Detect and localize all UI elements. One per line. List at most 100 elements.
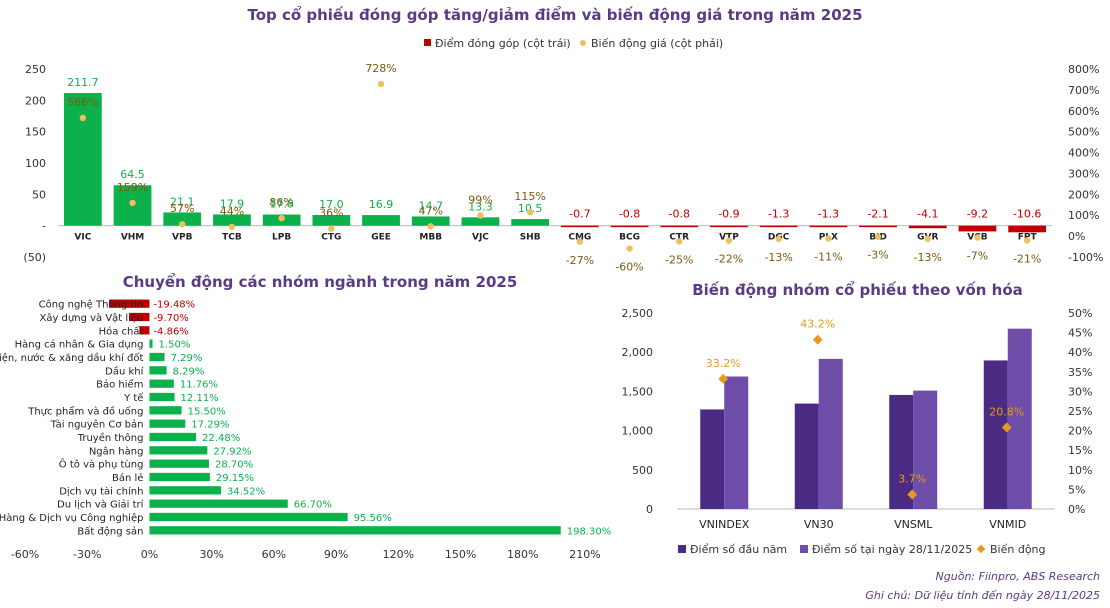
- ticker-label: TCB: [222, 233, 242, 243]
- change-marker: [718, 373, 729, 384]
- contribution-label: 17.9: [220, 197, 245, 210]
- price-change-dot: [328, 225, 335, 232]
- left-axis-tick: -: [42, 220, 46, 233]
- price-change-dot: [477, 212, 484, 219]
- sector-value-label: 198.30%: [567, 526, 612, 537]
- price-change-label: 99%: [468, 193, 492, 206]
- sector-chart: Công nghệ Thông tin -19.48% Xây dựng và Vậ…: [0, 299, 612, 561]
- legend-start-swatch: [678, 545, 686, 553]
- contribution-bar: [163, 212, 202, 226]
- contribution-bar: [560, 225, 599, 228]
- sector-bar: [149, 432, 197, 442]
- price-change-label: 36%: [319, 207, 343, 220]
- chart2-title: Chuyển động các nhóm ngành trong năm 202…: [122, 273, 518, 291]
- ticker-label: VJC: [472, 233, 489, 243]
- change-marker: [1001, 422, 1012, 433]
- right-axis-tick: 0%: [1068, 503, 1085, 516]
- source-note: Nguồn: Fiinpro, ABS Research: [935, 570, 1100, 583]
- left-axis-tick: 2,500: [622, 307, 654, 320]
- price-change-dot: [924, 235, 931, 243]
- sector-value-label: 29.15%: [216, 473, 254, 484]
- right-axis-tick: 15%: [1068, 444, 1092, 457]
- price-change-label: 115%: [514, 190, 545, 203]
- sector-bar: [129, 312, 150, 322]
- left-axis-tick: 50: [32, 188, 46, 201]
- sector-value-label: 17.29%: [191, 420, 229, 431]
- price-change-label: -3%: [867, 249, 888, 262]
- sector-value-label: 8.29%: [173, 366, 205, 377]
- contribution-bar: [362, 215, 400, 226]
- contribution-label: -4.1: [917, 208, 938, 221]
- sector-name: Điện, nước & xăng dầu khí đốt: [0, 352, 144, 364]
- legend-dot-label: Biến động giá (cột phải): [591, 37, 723, 50]
- right-axis-tick: 0%: [1068, 230, 1085, 243]
- sector-value-label: 66.70%: [294, 500, 332, 511]
- legend-change-swatch: [976, 544, 986, 554]
- price-change-dot: [278, 214, 285, 222]
- legend-change-label: Biến động: [990, 543, 1046, 556]
- price-change-label: -60%: [615, 261, 643, 272]
- sector-value-label: 7.29%: [171, 353, 203, 364]
- x-axis-tick: -30%: [73, 548, 101, 561]
- contribution-label: 211.7: [67, 76, 99, 89]
- current-bar: [724, 376, 749, 509]
- ticker-label: VHM: [121, 233, 144, 243]
- right-axis-tick: 30%: [1068, 385, 1092, 398]
- contribution-label: -10.6: [1013, 208, 1041, 221]
- contribution-bar: [213, 214, 251, 226]
- contribution-label: -0.9: [718, 208, 739, 221]
- current-bar: [818, 358, 843, 509]
- sector-name: Thực phẩm và đồ uống: [27, 404, 143, 417]
- group-label: VNSML: [894, 518, 933, 531]
- price-change-dot: [775, 235, 782, 243]
- right-axis-tick: 40%: [1068, 346, 1092, 359]
- price-change-label: 566%: [67, 96, 98, 109]
- contribution-bar: [660, 225, 699, 228]
- price-change-dot: [179, 221, 186, 228]
- left-axis-tick: 150: [25, 126, 46, 139]
- price-change-label: 47%: [419, 204, 443, 217]
- right-axis-tick: 5%: [1068, 483, 1085, 496]
- legend-current-swatch: [800, 545, 808, 553]
- contribution-label: 17.0: [319, 198, 344, 211]
- left-axis-tick: 200: [25, 94, 46, 107]
- contribution-bar: [411, 216, 450, 226]
- contribution-bar: [958, 225, 997, 232]
- price-change-label: -25%: [665, 253, 693, 266]
- left-axis-tick: 250: [25, 63, 46, 76]
- group-label: VN30: [804, 518, 834, 531]
- price-change-dot: [129, 199, 136, 207]
- price-change-dot: [228, 223, 236, 231]
- contribution-bar: [908, 225, 947, 229]
- sector-name: Công nghệ Thông tin: [39, 299, 144, 311]
- sector-bar: [109, 299, 150, 308]
- right-axis-tick: 400%: [1068, 147, 1099, 160]
- ticker-label: LPB: [272, 233, 291, 243]
- sector-name: Dầu khí: [105, 365, 144, 377]
- start-year-bar: [794, 403, 819, 509]
- price-change-label: 57%: [170, 202, 194, 215]
- x-axis-tick: 30%: [199, 548, 223, 561]
- sector-value-label: -19.48%: [153, 300, 195, 311]
- legend-start-label: Điểm số đầu năm: [690, 543, 787, 556]
- right-axis-tick: 10%: [1068, 464, 1092, 477]
- price-change-label: -22%: [715, 253, 743, 266]
- right-axis-tick: 35%: [1068, 366, 1092, 379]
- sector-name: Bảo hiểm: [96, 378, 143, 391]
- sector-bar: [149, 366, 167, 375]
- contribution-label: -1.3: [768, 208, 789, 221]
- contribution-bar: [461, 217, 500, 226]
- sector-bar: [149, 392, 175, 402]
- sector-value-label: 27.92%: [213, 446, 251, 457]
- ticker-label: SHB: [520, 233, 541, 243]
- ticker-label: CMG: [568, 233, 591, 243]
- contribution-label: -1.3: [818, 208, 839, 221]
- sector-name: Hàng & Dịch vụ Công nghiệp: [0, 512, 143, 524]
- change-marker: [907, 489, 918, 500]
- right-axis-tick: 20%: [1068, 425, 1092, 438]
- sector-bar: [149, 339, 153, 348]
- ticker-label: VIC: [74, 233, 91, 243]
- x-axis-tick: 150%: [445, 548, 476, 561]
- price-change-label: 86%: [269, 196, 293, 209]
- sector-value-label: -4.86%: [153, 326, 188, 337]
